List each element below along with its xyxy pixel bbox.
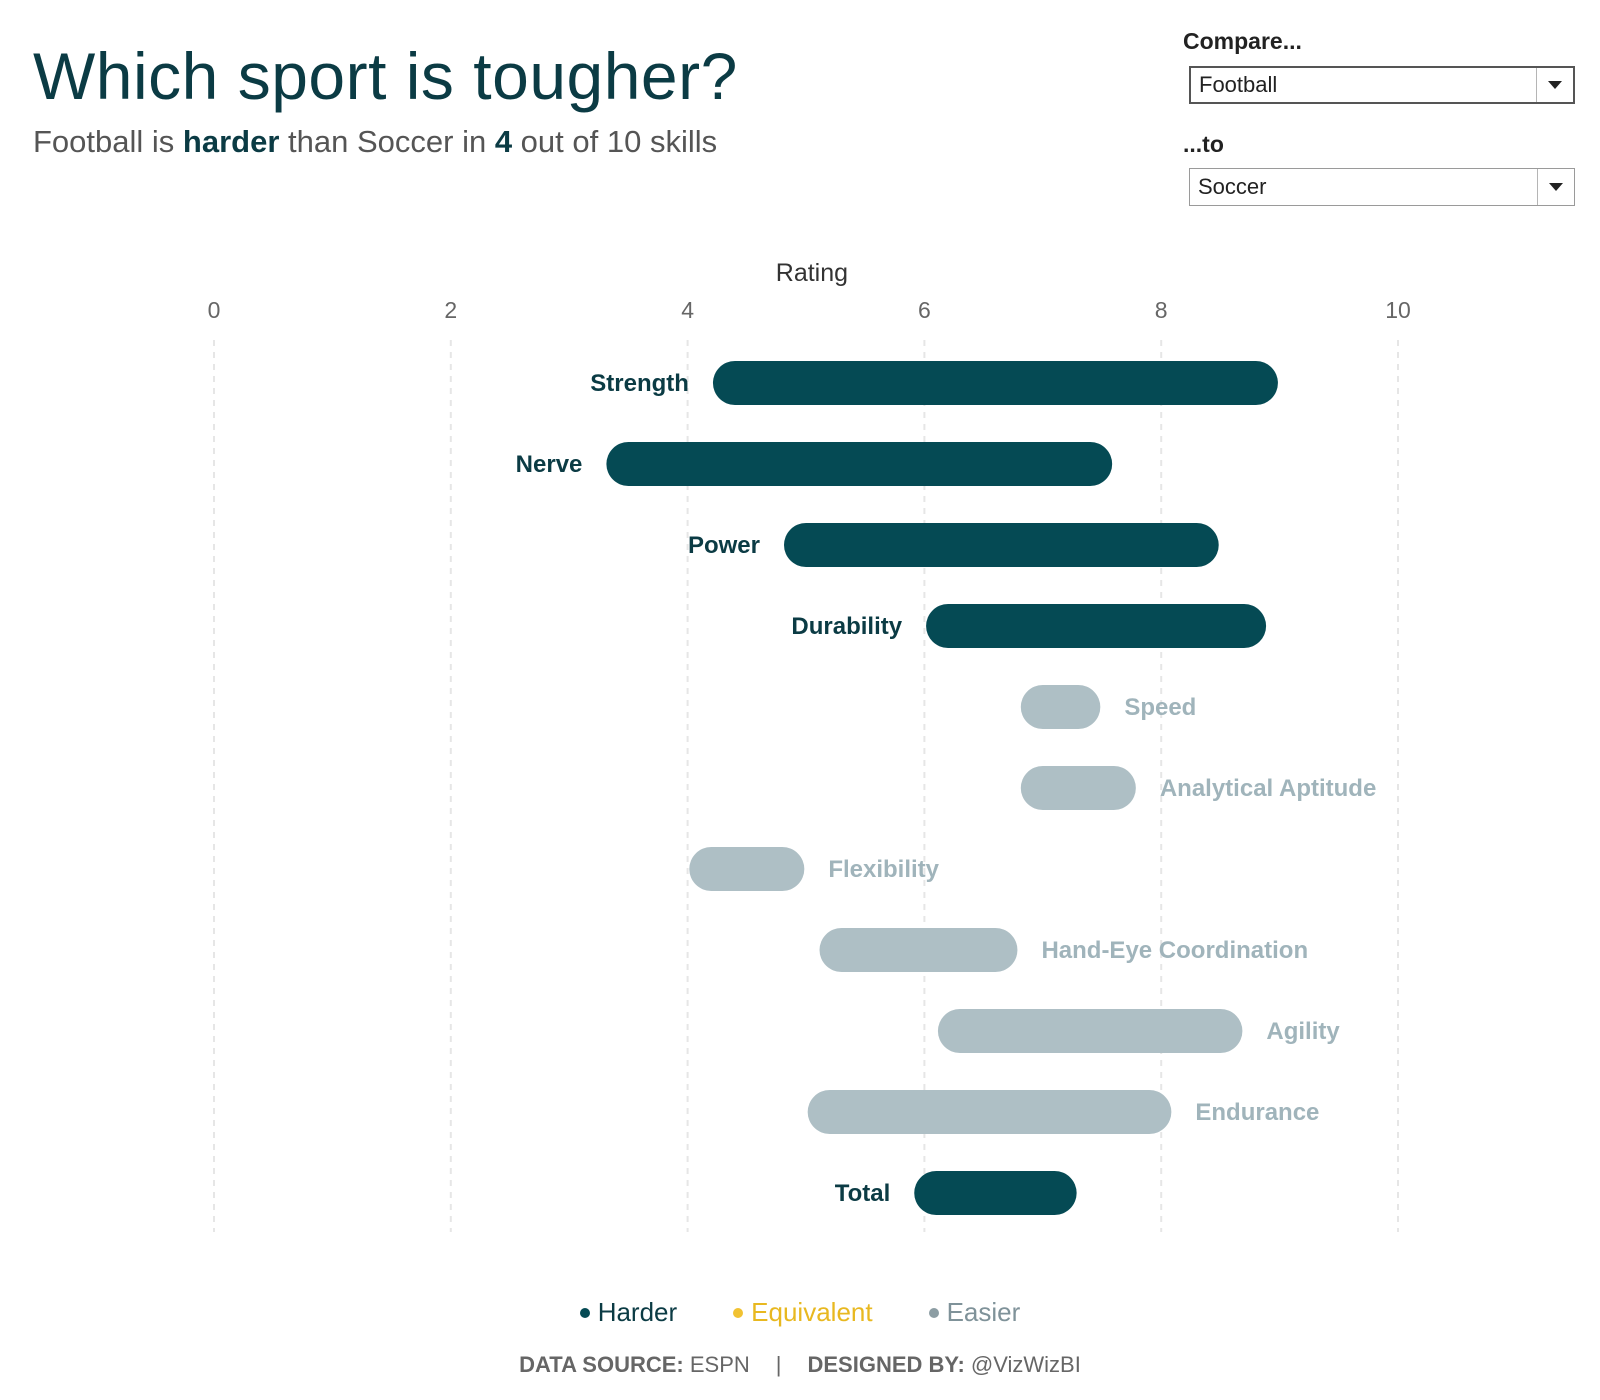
- legend-item-easier: Easier: [928, 1297, 1021, 1328]
- range-chart: Rating 0 2 4 6 8 10 Strength Nerve Power Durabilit…: [208, 259, 1411, 1232]
- category-label-endurance: Endurance: [1195, 1099, 1319, 1126]
- category-label-hand-eye-coordination: Hand-Eye Coordination: [1041, 937, 1308, 964]
- x-tick-label: 0: [208, 297, 221, 323]
- x-axis-title: Rating: [776, 259, 848, 287]
- category-label-speed: Speed: [1124, 694, 1196, 721]
- legend-label-harder: Harder: [597, 1297, 678, 1327]
- bar-nerve: [606, 442, 1113, 486]
- compare-value: Football: [1199, 72, 1278, 97]
- bar-analytical-aptitude: [1020, 766, 1136, 810]
- category-label-power: Power: [688, 532, 760, 559]
- subtitle-sport-b: Soccer: [356, 124, 454, 159]
- legend-label-easier: Easier: [946, 1297, 1021, 1327]
- legend-label-equivalent: Equivalent: [751, 1297, 873, 1327]
- category-label-analytical-aptitude: Analytical Aptitude: [1160, 775, 1376, 802]
- bar-flexibility: [689, 847, 805, 891]
- bar-total: [914, 1171, 1077, 1215]
- category-label-durability: Durability: [791, 613, 902, 640]
- chevron-down-icon[interactable]: [1536, 68, 1573, 102]
- footer: DATA SOURCE: ESPN | DESIGNED BY: @VizWizBI: [0, 1352, 1600, 1378]
- legend-dot-easier: [928, 1307, 939, 1318]
- bar-speed: [1020, 685, 1101, 729]
- category-label-flexibility: Flexibility: [828, 856, 939, 883]
- x-tick-label: 8: [1155, 297, 1168, 323]
- legend-dot-harder: [579, 1307, 590, 1318]
- compare-label: Compare...: [1183, 28, 1302, 54]
- category-label-strength: Strength: [590, 370, 689, 397]
- category-label-nerve: Nerve: [516, 451, 583, 478]
- x-tick-label: 4: [681, 297, 694, 323]
- source-label: DATA SOURCE:: [519, 1352, 684, 1377]
- bar-hand-eye-coordination: [819, 928, 1018, 972]
- subtitle-verdict: harder: [182, 124, 280, 159]
- designer-value: @VizWizBI: [964, 1352, 1081, 1377]
- bar-endurance: [807, 1090, 1172, 1134]
- x-tick-label: 6: [918, 297, 931, 323]
- category-label-total: Total: [835, 1180, 891, 1207]
- footer-separator: |: [775, 1352, 782, 1377]
- bar-power: [784, 523, 1219, 567]
- x-tick-label: 2: [444, 297, 457, 323]
- bar-strength: [712, 361, 1278, 405]
- subtitle: Football is harder than Soccer in 4 out …: [33, 124, 718, 159]
- legend-item-harder: Harder: [579, 1297, 678, 1328]
- to-label: ...to: [1183, 131, 1224, 157]
- chevron-down-icon[interactable]: [1537, 169, 1574, 205]
- subtitle-count: 4: [494, 124, 513, 159]
- source-value: ESPN: [683, 1352, 750, 1377]
- bar-agility: [937, 1009, 1243, 1053]
- subtitle-total: 10: [606, 124, 642, 159]
- subtitle-sport-a: Football: [33, 124, 144, 159]
- legend: Harder Equivalent Easier: [0, 1297, 1600, 1328]
- designer-label: DESIGNED BY:: [807, 1352, 965, 1377]
- to-dropdown[interactable]: Soccer: [1189, 168, 1575, 206]
- page-title: Which sport is tougher?: [33, 39, 738, 113]
- to-value: Soccer: [1198, 174, 1267, 199]
- compare-dropdown[interactable]: Football: [1189, 66, 1575, 104]
- legend-dot-equivalent: [733, 1307, 744, 1318]
- category-label-agility: Agility: [1266, 1018, 1340, 1045]
- x-tick-label: 10: [1385, 297, 1411, 323]
- bar-durability: [926, 604, 1267, 648]
- legend-item-equivalent: Equivalent: [733, 1297, 873, 1328]
